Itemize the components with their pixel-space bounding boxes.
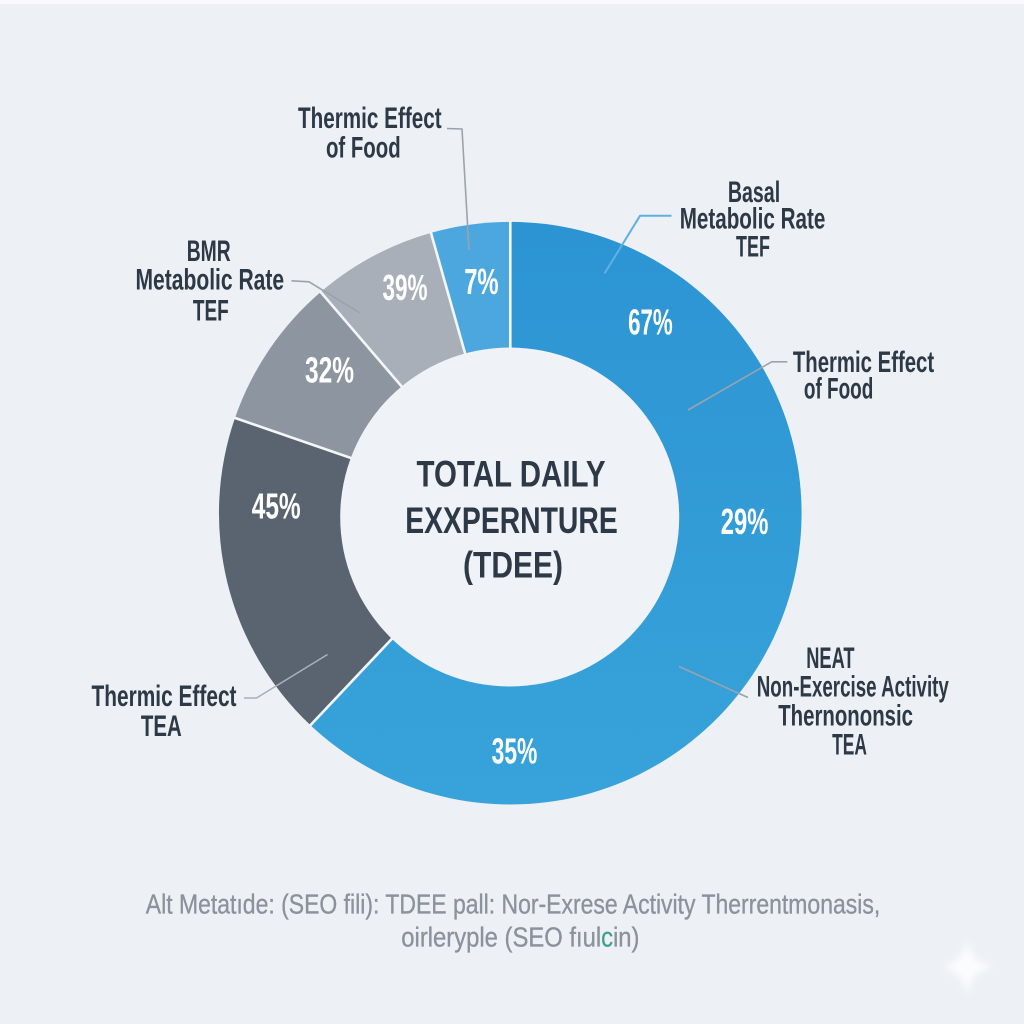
svg-text:Thermic Effect: Thermic Effect	[793, 346, 934, 379]
svg-text:TEF: TEF	[193, 294, 229, 327]
svg-text:TOTAL DAILY: TOTAL DAILY	[417, 452, 606, 494]
svg-text:of Food: of Food	[804, 372, 873, 405]
svg-text:45%: 45%	[252, 485, 301, 526]
svg-text:NEAT: NEAT	[806, 642, 854, 675]
svg-text:(TDEE): (TDEE)	[463, 544, 563, 586]
svg-text:32%: 32%	[305, 350, 354, 391]
svg-text:35%: 35%	[492, 730, 538, 771]
svg-text:TEA: TEA	[141, 710, 182, 743]
svg-text:Alt Metatıde: (SEO fili): TDEE: Alt Metatıde: (SEO fili): TDEE pall: Nor…	[146, 889, 880, 920]
svg-text:29%: 29%	[721, 501, 769, 542]
svg-text:Thermic Effect: Thermic Effect	[298, 102, 442, 135]
svg-text:7%: 7%	[464, 261, 498, 302]
svg-text:Non-Exercise Activity: Non-Exercise Activity	[757, 670, 949, 703]
svg-text:Metabolic Rate: Metabolic Rate	[680, 203, 826, 236]
svg-text:EXXPERNTURE: EXXPERNTURE	[405, 499, 618, 541]
svg-text:TEF: TEF	[736, 230, 770, 263]
svg-text:TEA: TEA	[832, 729, 867, 762]
svg-text:Basal: Basal	[728, 176, 780, 209]
svg-text:oirleryple (SEO fıulcin): oirleryple (SEO fıulcin)	[401, 921, 639, 952]
svg-text:Metabolic Rate: Metabolic Rate	[135, 264, 284, 297]
svg-text:39%: 39%	[383, 267, 428, 308]
svg-text:67%: 67%	[628, 302, 673, 343]
svg-text:BMR: BMR	[187, 235, 231, 268]
svg-text:Thermic Effect: Thermic Effect	[92, 680, 237, 713]
svg-text:Thernononsic: Thernononsic	[778, 700, 913, 733]
svg-text:of Food: of Food	[326, 131, 401, 164]
